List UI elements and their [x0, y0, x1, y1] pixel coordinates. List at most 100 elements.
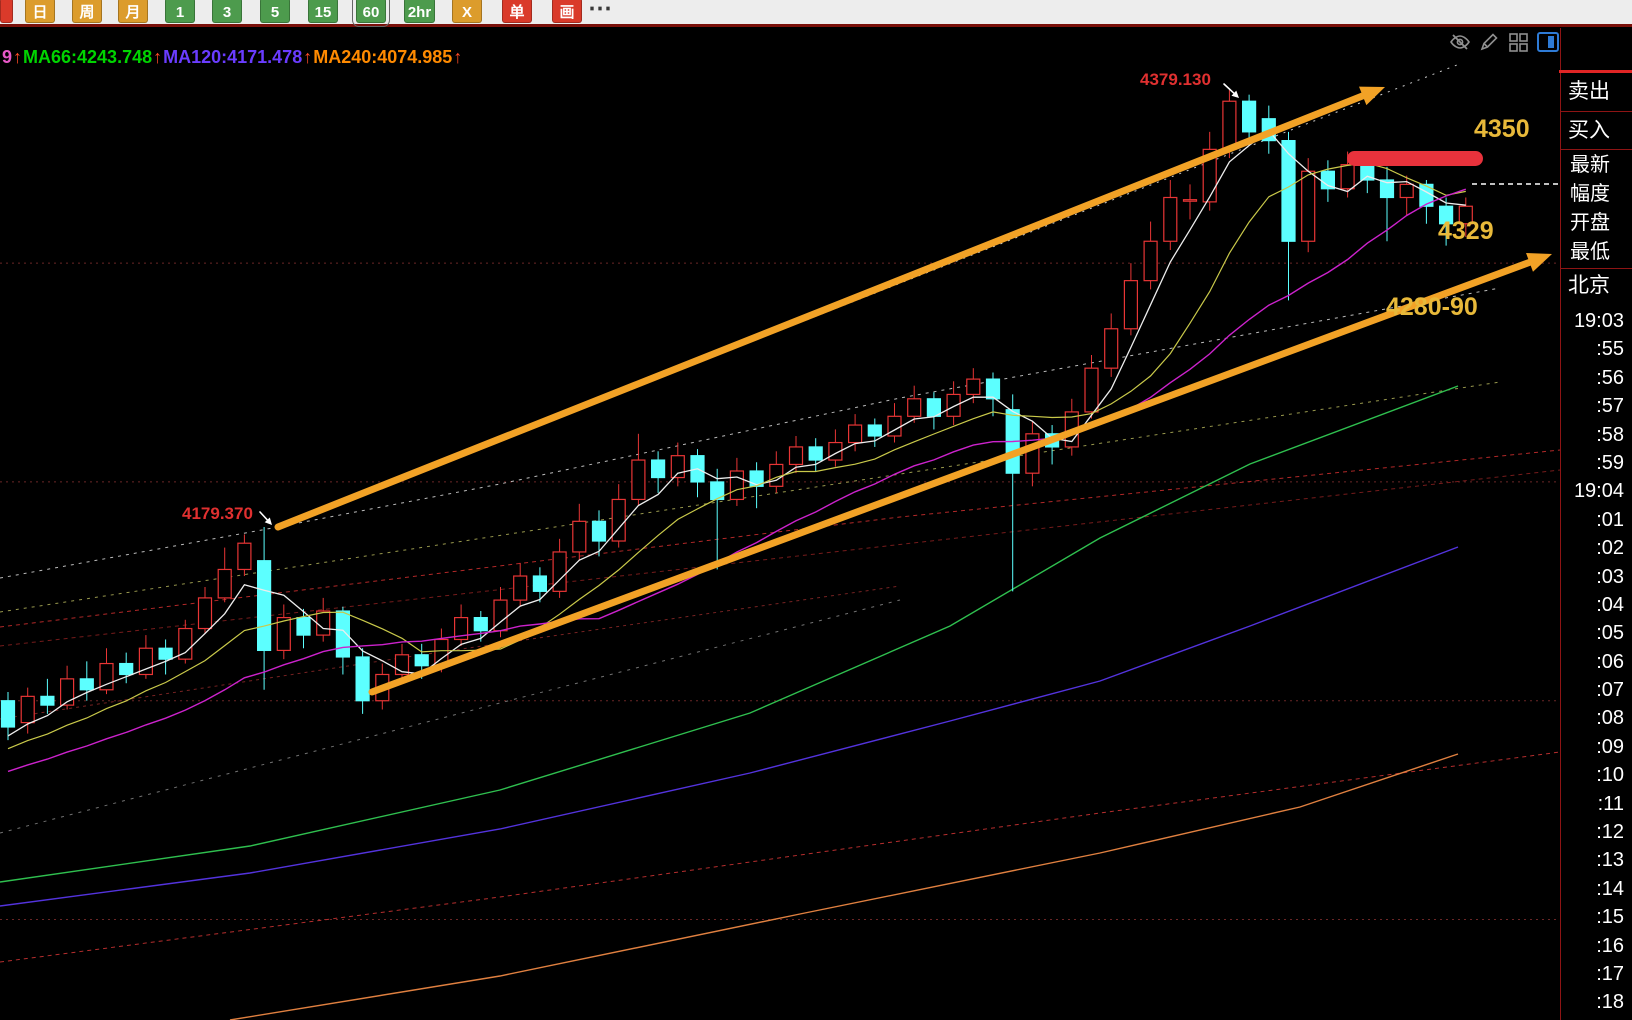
eye-off-icon[interactable] — [1449, 31, 1471, 53]
candle-down — [1241, 100, 1257, 133]
ma-short — [7, 129, 1466, 737]
candle-up — [1084, 367, 1099, 413]
divider — [1561, 268, 1632, 269]
time-entry: :10 — [1596, 764, 1624, 787]
time-entry: :01 — [1596, 508, 1624, 531]
toolbar-button-X[interactable]: X — [452, 0, 482, 23]
ma-indicator-readout: 9↑MA66:4243.748↑MA120:4171.478↑MA240:407… — [2, 47, 463, 68]
toolbar-button-5[interactable]: 5 — [260, 0, 290, 23]
candle-up — [20, 695, 35, 724]
support-level-bar — [1347, 151, 1483, 166]
time-entry: :55 — [1596, 338, 1624, 361]
pivot-pointer — [259, 511, 269, 521]
sell-button[interactable]: 卖出 — [1568, 80, 1610, 103]
divider — [1561, 111, 1632, 112]
candle-up — [1104, 328, 1119, 369]
panel-icon[interactable] — [1536, 31, 1560, 53]
candle-down — [257, 560, 272, 652]
candle-down — [532, 575, 548, 592]
candle-up — [1340, 164, 1355, 190]
quote-label-3: 开盘 — [1570, 212, 1610, 234]
toolbar-button-单[interactable]: 单 — [502, 0, 532, 23]
time-entry: :14 — [1596, 877, 1624, 900]
red-trend-3 — [0, 585, 901, 720]
toolbar-button-月[interactable]: 月 — [118, 0, 148, 23]
buy-button[interactable]: 买入 — [1568, 119, 1610, 142]
candle-down — [40, 695, 55, 706]
candle-down — [1281, 140, 1296, 242]
time-entry: :09 — [1596, 735, 1624, 758]
toolbar-button-画[interactable]: 画 — [552, 0, 582, 23]
candle-up — [237, 542, 252, 571]
candle-up — [670, 455, 685, 479]
red-trend-2 — [0, 469, 1561, 647]
candle-up — [513, 575, 528, 601]
ma-line-MA120 — [0, 546, 1459, 907]
sidebar-top-divider — [1559, 70, 1632, 73]
candle-down — [808, 446, 823, 461]
candle-down — [473, 616, 488, 632]
toolbar-button-15[interactable]: 15 — [308, 0, 338, 23]
candle-up — [572, 520, 587, 553]
candle-down — [591, 520, 607, 542]
divider — [1561, 149, 1632, 150]
annotation-level-4350: 4350 — [1474, 115, 1530, 143]
pivot-pointer-head — [264, 517, 272, 525]
time-entry: :13 — [1596, 849, 1624, 872]
toolbar-button-1[interactable]: 1 — [165, 0, 195, 23]
candle-up — [1301, 170, 1316, 242]
peak-pointer-head — [1231, 90, 1239, 98]
upper-channel-arrow — [274, 92, 1367, 531]
candle-down — [158, 647, 173, 660]
candle-up — [1399, 183, 1414, 199]
up-arrow-glyph: ↑ — [153, 47, 163, 67]
candle-up — [316, 610, 331, 636]
time-entry: :57 — [1596, 395, 1624, 418]
candle-up — [631, 459, 646, 501]
lower-channel-arrow — [368, 258, 1533, 696]
time-entry: 19:04 — [1573, 480, 1624, 503]
toolbar-button-3[interactable]: 3 — [212, 0, 242, 23]
toolbar-button-60[interactable]: 60 — [352, 0, 390, 27]
candle-up — [1202, 148, 1217, 203]
candle-up — [1123, 280, 1139, 330]
candle-up — [178, 627, 193, 660]
lower-channel-arrow-head — [1526, 252, 1552, 272]
candle-up — [907, 398, 922, 417]
candle-up — [59, 678, 75, 706]
toolbar-more-button[interactable]: ⋯ — [588, 0, 613, 22]
candle-down — [414, 654, 429, 667]
up-arrow-glyph: ↑ — [453, 47, 463, 67]
time-entry: :05 — [1596, 622, 1624, 645]
time-entry: :04 — [1596, 593, 1624, 616]
candle-up — [1458, 205, 1473, 225]
toolbar-button-edge[interactable] — [0, 0, 13, 23]
red-trend-1 — [0, 449, 1561, 628]
time-ladder: 19:03:55:56:57:58:59 19:04:01:02:03:04:05… — [1561, 307, 1627, 1017]
toolbar-button-日[interactable]: 日 — [25, 0, 55, 23]
annotation-pivot-label: 4179.370 — [182, 504, 253, 523]
candle-up — [729, 470, 745, 501]
ma-long — [7, 188, 1467, 773]
candle-down — [1379, 179, 1395, 199]
channel-yellowgreen — [0, 381, 1501, 613]
toolbar-button-周[interactable]: 周 — [72, 0, 102, 23]
ma-value-text: 9 — [2, 47, 13, 67]
ma-mid — [7, 162, 1466, 750]
time-entry: :03 — [1596, 565, 1624, 588]
pencil-icon[interactable] — [1478, 31, 1500, 53]
candle-up — [197, 597, 213, 630]
channel-mid-white — [0, 287, 1501, 579]
candle-down — [335, 610, 350, 658]
candle-up — [217, 568, 232, 599]
toolbar-button-2hr[interactable]: 2hr — [404, 0, 435, 23]
time-entry: :59 — [1596, 451, 1624, 474]
grid-icon[interactable] — [1507, 31, 1529, 53]
time-entry: :16 — [1596, 934, 1624, 957]
candle-down — [1438, 205, 1454, 225]
red-trend-4 — [0, 751, 1561, 963]
time-entry: :58 — [1596, 423, 1624, 446]
ma-value-text: MA240:4074.985 — [313, 47, 453, 67]
